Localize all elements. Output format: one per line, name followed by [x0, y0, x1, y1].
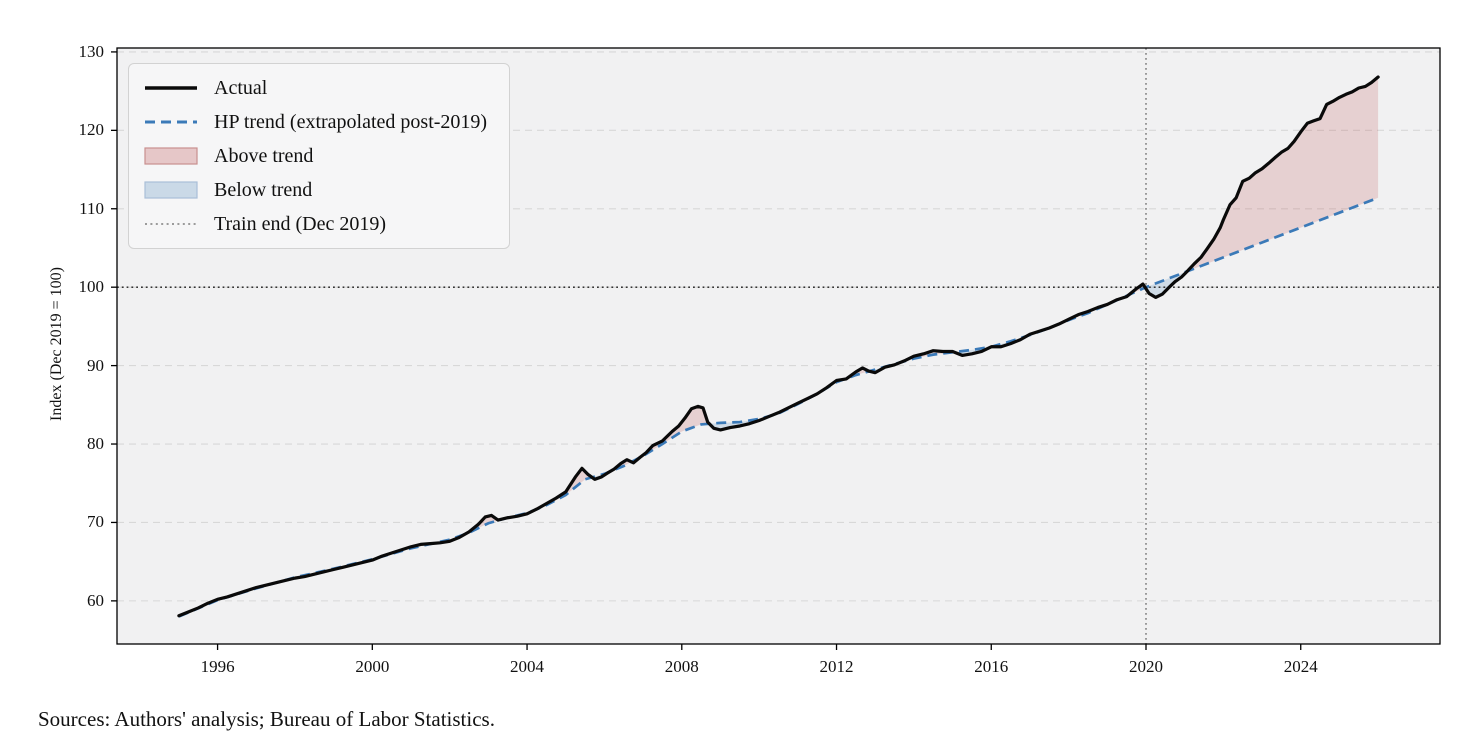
x-axis-tick-label: 2008: [664, 657, 699, 676]
y-axis-tick-label: 80: [87, 434, 104, 454]
legend-item-below-trend: Below trend: [143, 175, 487, 205]
legend: Actual HP trend (extrapolated post-2019)…: [128, 63, 511, 249]
x-axis-tick-label: 2012: [819, 657, 854, 676]
legend-label: Train end (Dec 2019): [214, 212, 387, 235]
legend-swatch-below-patch-icon: [143, 180, 199, 200]
legend-swatch-actual-line-icon: [143, 78, 199, 98]
legend-label: HP trend (extrapolated post-2019): [214, 110, 488, 133]
x-axis-tick-label: 1996: [200, 657, 235, 676]
x-axis-tick-label: 2024: [1283, 657, 1318, 676]
y-axis-tick-label: 100: [78, 277, 105, 297]
legend-swatch-dotted-line-icon: [143, 214, 199, 234]
y-axis-tick-label: 130: [78, 41, 105, 61]
y-axis-tick-label: 90: [87, 355, 104, 375]
y-axis-tick-label: 110: [79, 198, 104, 218]
legend-label: Actual: [214, 76, 268, 99]
y-axis-tick-label: 120: [78, 120, 105, 140]
legend-item-above-trend: Above trend: [143, 141, 487, 171]
x-axis-tick-label: 2020: [1129, 657, 1163, 676]
source-note: Sources: Authors' analysis; Bureau of La…: [38, 707, 495, 731]
legend-item-train-end: Train end (Dec 2019): [143, 209, 487, 239]
legend-item-hp-trend: HP trend (extrapolated post-2019): [143, 107, 487, 137]
x-axis-tick-label: 2004: [510, 657, 545, 676]
legend-swatch-dashed-line-icon: [143, 112, 199, 132]
y-axis-title: Index (Dec 2019 = 100): [48, 267, 65, 421]
legend-item-actual: Actual: [143, 73, 487, 103]
legend-swatch-above-patch-icon: [143, 146, 199, 166]
legend-label: Below trend: [214, 178, 313, 201]
y-axis-tick-label: 60: [87, 590, 104, 610]
legend-label: Above trend: [214, 144, 314, 167]
x-axis-tick-label: 2000: [355, 657, 390, 676]
x-axis-tick-label: 2016: [974, 657, 1009, 676]
y-axis-tick-label: 70: [87, 512, 104, 532]
